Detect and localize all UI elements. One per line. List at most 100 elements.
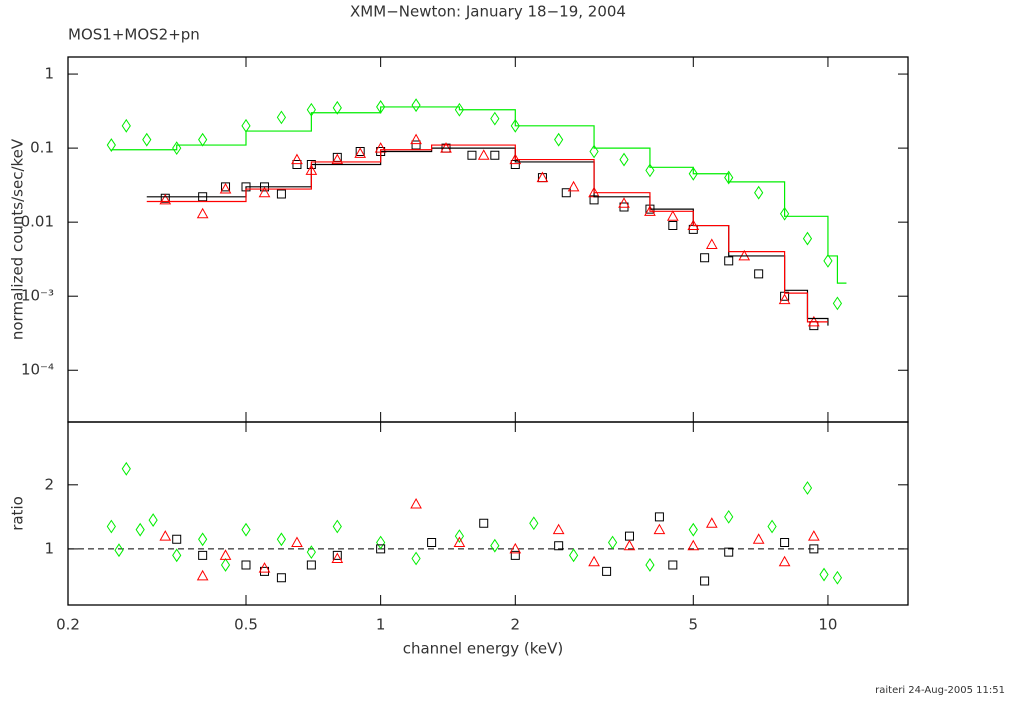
- y-axis-label: normalized counts/sec/keV: [9, 138, 27, 340]
- data-point: [536, 171, 549, 183]
- chart-subtitle: MOS1+MOS2+pn: [68, 26, 200, 44]
- model-line: [146, 147, 829, 326]
- data-point: [724, 509, 734, 524]
- data-point: [332, 100, 342, 115]
- data-point: [778, 293, 791, 305]
- data-point: [509, 542, 522, 554]
- data-point: [410, 498, 422, 509]
- data-point: [589, 195, 599, 205]
- data-point: [292, 160, 302, 170]
- data-point: [589, 144, 599, 159]
- data-point: [653, 523, 666, 535]
- data-point: [809, 544, 819, 554]
- data-point: [588, 555, 600, 567]
- data-point: [554, 132, 564, 147]
- model-line: [111, 106, 847, 284]
- data-point: [331, 552, 344, 564]
- x-tick-label: 0.5: [234, 616, 258, 634]
- data-point: [453, 536, 466, 548]
- data-point: [306, 560, 316, 570]
- data-point: [258, 562, 271, 573]
- y-tick-label: 1: [44, 65, 54, 83]
- data-point: [780, 291, 790, 301]
- data-point: [724, 256, 734, 266]
- data-point: [510, 160, 520, 170]
- plot-frame: [67, 56, 909, 423]
- data-point: [172, 141, 182, 156]
- data-point: [807, 530, 820, 541]
- data-point: [135, 522, 145, 537]
- data-point: [767, 519, 777, 534]
- data-point: [554, 541, 564, 551]
- data-point: [121, 118, 131, 133]
- data-point: [219, 183, 232, 194]
- data-point: [819, 567, 829, 582]
- data-point: [700, 576, 710, 586]
- data-point: [688, 166, 698, 181]
- data-point: [618, 197, 630, 208]
- data-point: [241, 118, 251, 133]
- data-point: [276, 532, 287, 547]
- data-point: [291, 153, 303, 165]
- data-point: [832, 570, 843, 585]
- plot-frame: [67, 421, 909, 606]
- y-tick-label: 10⁻³: [21, 287, 54, 305]
- data-point: [779, 206, 790, 221]
- data-point: [258, 186, 271, 198]
- data-point: [778, 555, 791, 567]
- data-point: [529, 516, 539, 531]
- data-point: [427, 538, 437, 548]
- data-point: [802, 231, 813, 246]
- data-point: [832, 296, 843, 311]
- data-point: [645, 163, 655, 178]
- model-line: [146, 144, 828, 323]
- data-point: [159, 193, 172, 205]
- data-point: [276, 110, 287, 125]
- data-point: [276, 189, 286, 199]
- data-point: [198, 132, 208, 147]
- data-point: [802, 481, 813, 495]
- x-tick-label: 0.2: [56, 616, 80, 634]
- y-tick-label: 0.1: [30, 139, 54, 157]
- data-point: [510, 118, 520, 133]
- data-point: [700, 253, 710, 263]
- data-point: [276, 573, 286, 583]
- data-point: [121, 461, 131, 476]
- data-point: [602, 566, 612, 576]
- data-point: [752, 533, 765, 544]
- data-point: [172, 534, 182, 544]
- data-point: [823, 253, 833, 268]
- data-point: [705, 517, 718, 528]
- data-point: [754, 269, 764, 279]
- data-point: [754, 185, 764, 200]
- data-point: [376, 544, 386, 554]
- data-point: [688, 522, 698, 537]
- data-point: [561, 188, 571, 198]
- data-point: [198, 192, 208, 202]
- data-point: [479, 518, 489, 528]
- data-point: [552, 523, 565, 535]
- data-point: [142, 132, 152, 147]
- data-point: [219, 549, 232, 560]
- data-point: [114, 543, 124, 558]
- data-point: [490, 150, 500, 160]
- data-point: [241, 182, 251, 192]
- x-tick-label: 1: [376, 616, 386, 634]
- data-point: [172, 548, 182, 563]
- y-tick-label: 10⁻⁴: [21, 361, 54, 379]
- data-point: [624, 531, 634, 541]
- data-point: [607, 535, 618, 550]
- data-point: [241, 560, 251, 570]
- data-point: [477, 149, 490, 160]
- data-point: [306, 545, 316, 560]
- data-point: [410, 133, 422, 145]
- data-point: [332, 519, 342, 534]
- data-point: [106, 519, 116, 534]
- data-point: [510, 550, 520, 560]
- y-tick-label: 2: [44, 475, 54, 493]
- data-point: [376, 535, 386, 550]
- data-point: [260, 182, 270, 192]
- data-point: [198, 532, 208, 547]
- data-point: [159, 530, 172, 541]
